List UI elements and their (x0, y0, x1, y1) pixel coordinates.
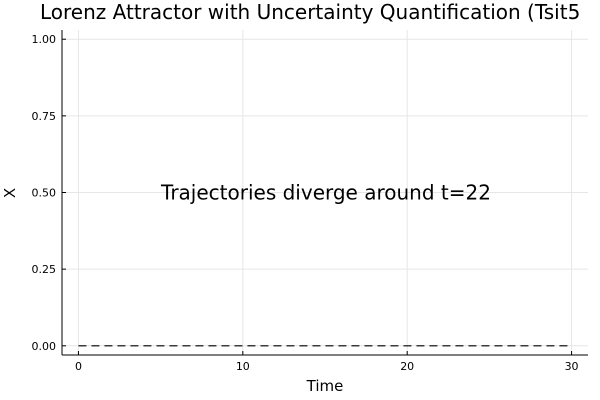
chart-annotation: Trajectories diverge around t=22 (160, 181, 491, 205)
chart-title: Lorenz Attractor with Uncertainty Quanti… (40, 0, 580, 24)
x-tick-label: 20 (400, 360, 414, 373)
x-tick-label: 10 (236, 360, 250, 373)
x-tick-label: 0 (75, 360, 82, 373)
y-tick-label: 1.00 (32, 33, 57, 46)
tick-layer: 0 10 20 30 0.00 0.25 0.50 0.75 1.00 (32, 33, 579, 373)
y-axis-title: X (1, 188, 19, 198)
x-tick-label: 30 (565, 360, 579, 373)
y-tick-label: 0.25 (32, 263, 57, 276)
y-tick-label: 0.50 (32, 187, 57, 200)
annotation-layer: Trajectories diverge around t=22 (160, 181, 491, 205)
x-axis-title: Time (306, 377, 344, 395)
y-tick-label: 0.75 (32, 110, 57, 123)
y-tick-label: 0.00 (32, 340, 57, 353)
